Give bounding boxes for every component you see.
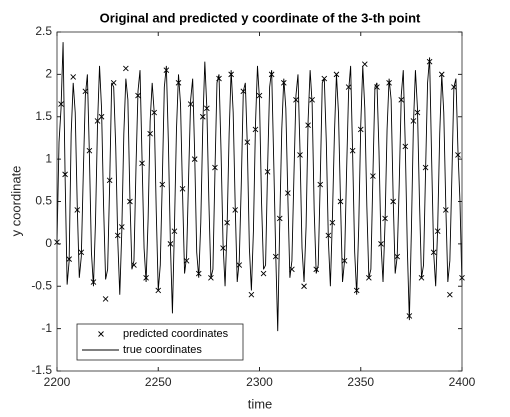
legend-swatch: [98, 331, 104, 337]
data-point: [289, 266, 295, 273]
y-tick-label: -1: [41, 321, 52, 335]
y-axis-label: y coordinate: [8, 166, 23, 237]
y-tick-label: 0: [45, 236, 52, 250]
y-tick-label: -1.5: [31, 363, 52, 377]
data-point: [123, 65, 129, 72]
data-point: [260, 270, 267, 277]
y-tick-label: 2.5: [35, 24, 52, 38]
plot-frame: [56, 31, 463, 372]
data-point: [183, 258, 190, 264]
y-tick-label: 1: [45, 151, 52, 165]
data-point: [248, 291, 255, 298]
legend-box: [76, 323, 244, 361]
data-point: [102, 296, 109, 302]
x-tick-label: 2250: [145, 375, 172, 389]
data-point: [447, 291, 453, 298]
y-tick-label: 1.5: [35, 109, 52, 123]
y-tick-label: 2: [45, 67, 52, 81]
x-tick-label: 2400: [449, 375, 476, 389]
data-point: [70, 74, 77, 80]
x-axis-label: time: [248, 396, 273, 411]
legend-label: true coordinates: [123, 344, 202, 356]
chart-title: Original and predicted y coordinate of t…: [100, 10, 421, 25]
x-tick-label: 2350: [347, 375, 374, 389]
x-tick-label: 2200: [44, 375, 71, 389]
data-point: [301, 283, 307, 290]
x-tick-label: 2300: [246, 375, 273, 389]
data-line: [56, 42, 463, 332]
y-tick-label: -0.5: [31, 278, 52, 292]
legend-label: predicted coordinates: [123, 328, 229, 340]
data-point: [361, 61, 368, 68]
y-tick-label: 0.5: [35, 194, 52, 208]
